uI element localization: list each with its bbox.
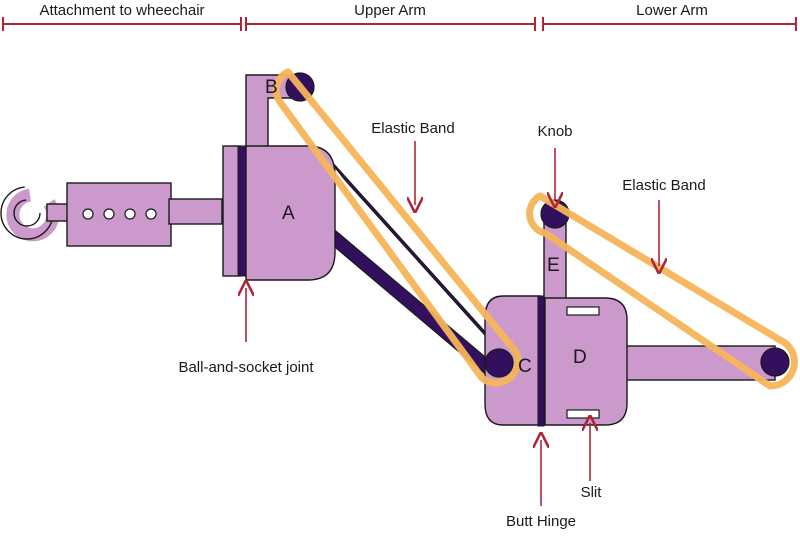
label-elastic-band-lower: Elastic Band (622, 177, 705, 194)
slit-top (566, 306, 600, 316)
elastic-band-upper (272, 68, 522, 387)
attachment-neck (46, 203, 70, 222)
knob-c (484, 348, 514, 378)
part-label-c: C (518, 356, 532, 377)
section-title-lower-arm: Lower Arm (636, 2, 708, 19)
part-a-block (245, 145, 336, 281)
adjustment-hole-3 (124, 208, 136, 220)
label-slit: Slit (581, 484, 603, 501)
attachment-rod (168, 198, 223, 225)
part-d-block (544, 297, 628, 426)
section-title-attachment: Attachment to wheechair (39, 2, 204, 19)
part-label-b: B (265, 77, 278, 98)
socket-plate (222, 145, 241, 277)
attachment-clamp (0, 186, 60, 242)
attachment-holes (82, 208, 157, 220)
part-label-e: E (547, 255, 560, 276)
adjustment-hole-1 (82, 208, 94, 220)
label-butt-hinge: Butt Hinge (506, 513, 576, 530)
label-knob: Knob (537, 123, 572, 140)
butt-hinge-gap (537, 295, 545, 427)
section-bracket-attachment (2, 17, 242, 31)
section-bracket-upper-arm (245, 17, 536, 31)
slit-bottom (566, 409, 600, 419)
knob-lower-arm-end (760, 347, 790, 377)
section-bracket-lower-arm (542, 17, 797, 31)
part-label-d: D (573, 347, 587, 368)
section-title-upper-arm: Upper Arm (354, 2, 426, 19)
adjustment-hole-2 (103, 208, 115, 220)
part-label-a: A (282, 203, 295, 224)
elastic-band-lower (526, 192, 798, 390)
label-ball-socket-joint: Ball-and-socket joint (178, 359, 314, 376)
label-elastic-band-upper: Elastic Band (371, 120, 454, 137)
adjustment-hole-4 (145, 208, 157, 220)
socket-gap (237, 145, 247, 277)
